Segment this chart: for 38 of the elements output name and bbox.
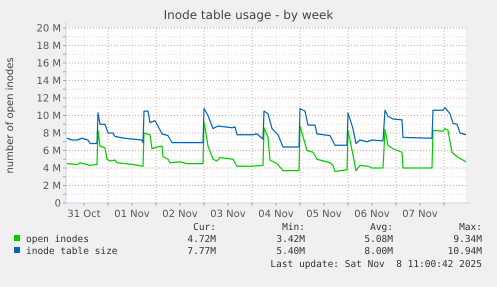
legend-label: inode table size [26,246,118,257]
text: 8.00M [364,246,394,257]
x-tick-label: 02 Nov [162,209,198,220]
x-tick-label: 01 Nov [114,209,150,220]
y-tick-label: 0 [54,198,61,210]
y-tick-label: 14 M [36,76,61,87]
y-axis-title: number of open inodes [5,57,16,174]
text: Max: [459,222,482,233]
y-tick-label: 12 M [36,94,61,104]
y-tick-label: 10 M [36,111,61,122]
chart-title: Inode table usage - by week [164,8,334,22]
y-tick-label: 8 M [42,128,61,140]
text: Min: [282,222,305,233]
y-tick-label: 20 M [36,24,61,34]
x-tick-label: 04 Nov [258,209,294,220]
text: Cur: [193,222,216,233]
x-tick-label: 05 Nov [306,209,342,220]
x-tick-label: 03 Nov [210,209,246,220]
x-tick-label: 31 Oct [67,209,101,220]
text: 7.77M [187,246,216,257]
x-tick-label: 06 Nov [354,209,390,220]
line-series [66,121,467,172]
text: Avg: [370,222,393,233]
y-tick-label: 16 M [36,58,61,70]
legend-label: open inodes [26,234,89,245]
text: 5.40M [276,246,306,257]
y-tick-label: 2 M [42,181,61,192]
text: 9.34M [453,234,482,245]
y-tick-label: 4 M [42,164,61,174]
text: 3.42M [276,234,306,245]
text: 5.08M [364,234,394,245]
text: Last update: Sat Nov 8 11:00:42 2025 [270,259,482,270]
line-series [66,107,467,148]
x-tick-label: 07 Nov [402,209,438,220]
text: 4.72M [187,234,216,245]
y-tick-label: 18 M [36,41,61,52]
y-tick-label: 6 M [42,146,61,157]
text: 10.94M [448,246,482,257]
